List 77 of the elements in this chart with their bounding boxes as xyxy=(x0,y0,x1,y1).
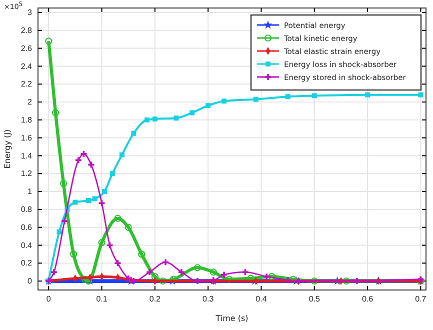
y-tick-label: 1 xyxy=(28,187,33,196)
point xyxy=(52,109,60,116)
y-tick-label: 0.6 xyxy=(20,222,33,232)
point xyxy=(98,199,106,208)
point xyxy=(60,180,68,188)
point xyxy=(114,259,122,268)
y-tick-label: 1.8 xyxy=(20,115,33,124)
x-tick-label: 0.6 xyxy=(362,294,374,304)
x-tick-label: 0.2 xyxy=(149,294,162,304)
point xyxy=(60,217,68,225)
point xyxy=(262,272,270,280)
point xyxy=(144,117,150,122)
y-tick-label: 2.8 xyxy=(20,26,33,35)
point xyxy=(87,160,96,169)
point xyxy=(92,196,98,202)
y-tick-label: 0 xyxy=(28,276,33,286)
point xyxy=(178,268,186,276)
y-tick-label: 1.4 xyxy=(20,151,33,160)
point xyxy=(50,268,58,276)
y-tick-label: 1.6 xyxy=(20,133,33,142)
point xyxy=(285,94,290,100)
x-tick-label: 0.7 xyxy=(415,294,427,304)
point xyxy=(312,93,317,98)
y-tick-label: 2.2 xyxy=(20,80,33,89)
y-tick-label: 0.4 xyxy=(20,240,33,250)
y-tick-label: 2.6 xyxy=(20,44,33,53)
point xyxy=(222,98,227,104)
point xyxy=(310,278,318,285)
x-tick-label: 0.4 xyxy=(256,294,268,304)
point xyxy=(102,189,107,194)
point xyxy=(190,110,195,116)
point xyxy=(80,150,88,158)
point xyxy=(253,96,258,102)
point xyxy=(365,92,370,98)
point xyxy=(119,152,124,158)
y-tick-label: 2.4 xyxy=(20,62,33,71)
point xyxy=(72,200,78,205)
point xyxy=(70,250,78,258)
point xyxy=(114,214,122,222)
point xyxy=(162,258,170,266)
point xyxy=(56,229,62,234)
point xyxy=(174,116,179,121)
point xyxy=(268,273,276,280)
point xyxy=(45,38,52,45)
point xyxy=(146,268,154,276)
point xyxy=(106,241,114,250)
point xyxy=(220,270,228,279)
y-axis-title: Energy (J) xyxy=(3,129,12,169)
point xyxy=(159,278,166,285)
y-tick-label: 3 xyxy=(28,8,33,18)
point xyxy=(284,276,292,284)
point xyxy=(206,103,211,108)
y-tick-label: 2 xyxy=(28,98,33,107)
point xyxy=(98,239,106,246)
point xyxy=(151,273,158,280)
point xyxy=(342,278,350,285)
point xyxy=(194,277,202,285)
x-tick-label: 0.3 xyxy=(202,294,214,304)
y-tick-label: 1.2 xyxy=(20,169,33,178)
point xyxy=(138,250,146,258)
y-tick-label: 0.8 xyxy=(20,204,33,214)
point xyxy=(210,268,217,276)
point xyxy=(152,116,158,122)
x-axis-title: Time (s) xyxy=(214,314,248,323)
x-tick-label: 0.1 xyxy=(96,294,108,304)
point xyxy=(131,130,136,136)
point xyxy=(110,171,115,176)
point xyxy=(353,277,361,285)
x-tick-label: 0 xyxy=(46,294,52,304)
point xyxy=(86,198,91,203)
point xyxy=(74,156,82,164)
point xyxy=(418,92,424,98)
point xyxy=(194,264,201,272)
y-tick-label: 0.2 xyxy=(20,258,33,268)
point xyxy=(241,268,250,276)
x-tick-label: 0.5 xyxy=(308,294,320,304)
point xyxy=(124,224,132,231)
